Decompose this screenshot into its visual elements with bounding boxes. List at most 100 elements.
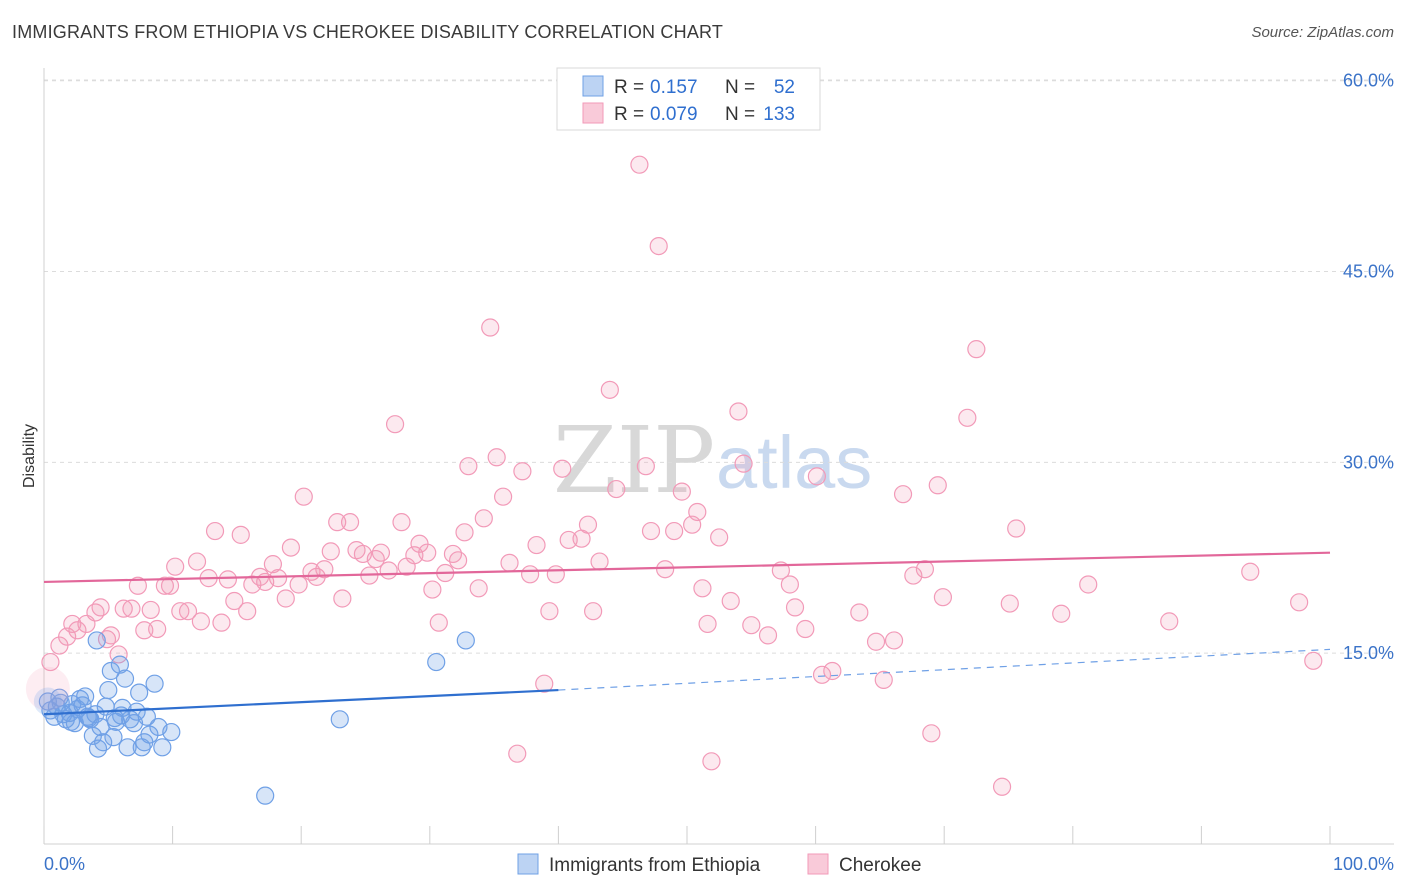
point-cherokee xyxy=(535,674,554,693)
chart-title: IMMIGRANTS FROM ETHIOPIA VS CHEROKEE DIS… xyxy=(12,22,724,42)
legend-swatch-cherokee xyxy=(582,102,604,124)
source-note: Source: ZipAtlas.com xyxy=(1251,24,1394,41)
point-cherokee xyxy=(1160,612,1179,631)
point-ethiopia xyxy=(153,738,172,757)
point-cherokee xyxy=(992,777,1012,796)
point-cherokee xyxy=(1007,519,1026,538)
trend-line-cherokee xyxy=(43,551,1331,584)
y-axis-label: Disability xyxy=(21,424,38,488)
point-cherokee xyxy=(630,155,649,174)
legend-n-label-1: N = xyxy=(725,77,755,98)
point-cherokee xyxy=(68,621,87,640)
x-tick-label-min: 0.0% xyxy=(44,854,85,874)
point-cherokee xyxy=(1000,594,1019,613)
point-cherokee xyxy=(459,457,478,476)
point-cherokee xyxy=(742,616,761,635)
point-cherokee xyxy=(721,591,740,611)
point-cherokee xyxy=(114,599,133,618)
point-cherokee xyxy=(448,551,468,570)
point-cherokee xyxy=(225,591,244,611)
point-cherokee xyxy=(178,602,198,621)
point-cherokee xyxy=(281,538,301,557)
y-tick-label: 30.0% xyxy=(1343,452,1394,472)
point-cherokee xyxy=(1241,562,1260,581)
point-cherokee xyxy=(128,576,147,595)
point-cherokee xyxy=(385,415,405,434)
point-cherokee xyxy=(91,598,110,617)
point-cherokee xyxy=(785,598,805,617)
point-cluster-ethiopia xyxy=(33,687,62,716)
point-cherokee xyxy=(500,553,519,572)
point-cherokee xyxy=(796,619,815,639)
legend-r-value-1: 0.157 xyxy=(650,77,698,98)
point-cherokee xyxy=(702,752,721,771)
point-ethiopia xyxy=(51,693,70,712)
point-cherokee xyxy=(212,613,231,632)
point-cherokee xyxy=(508,744,527,763)
y-tick-label: 15.0% xyxy=(1343,643,1394,663)
point-cherokee xyxy=(513,462,532,481)
series-legend-label-ethiopia: Immigrants from Ethiopia xyxy=(549,855,761,876)
point-cherokee xyxy=(915,560,935,579)
point-cluster-cherokee xyxy=(25,666,70,711)
point-ethiopia xyxy=(145,674,164,693)
point-cherokee xyxy=(41,652,60,672)
point-ethiopia xyxy=(137,707,156,726)
point-cherokee xyxy=(294,487,313,506)
point-cherokee xyxy=(893,485,913,504)
point-cherokee xyxy=(540,602,559,621)
point-cherokee xyxy=(481,318,500,337)
point-cherokee xyxy=(607,479,626,499)
point-ethiopia xyxy=(330,710,349,729)
point-cherokee xyxy=(527,535,546,555)
point-cherokee xyxy=(734,454,753,473)
point-ethiopia xyxy=(94,733,113,752)
point-cherokee xyxy=(494,487,513,506)
point-cherokee xyxy=(141,600,160,620)
point-ethiopia xyxy=(456,631,475,650)
point-cherokee xyxy=(922,724,941,743)
point-ethiopia xyxy=(162,722,181,742)
point-cherokee xyxy=(86,603,105,622)
series-legend-swatch-ethiopia xyxy=(517,853,539,875)
point-ethiopia xyxy=(104,728,123,747)
point-cherokee xyxy=(379,561,398,580)
point-cherokee xyxy=(958,408,977,427)
point-ethiopia xyxy=(427,652,446,672)
point-ethiopia xyxy=(110,655,129,674)
point-ethiopia xyxy=(118,738,137,757)
legend-swatch-ethiopia xyxy=(582,75,604,97)
point-cherokee xyxy=(171,602,190,621)
point-cherokee xyxy=(155,576,174,595)
point-ethiopia xyxy=(256,786,275,805)
point-ethiopia xyxy=(76,687,95,706)
point-cherokee xyxy=(101,626,120,645)
point-cherokee xyxy=(148,619,167,639)
point-cherokee xyxy=(967,340,986,359)
point-cherokee xyxy=(636,457,655,476)
point-cherokee xyxy=(656,560,675,579)
point-cherokee xyxy=(333,589,352,608)
point-ethiopia xyxy=(87,631,106,650)
point-ethiopia xyxy=(61,712,81,731)
point-cherokee xyxy=(729,402,748,421)
point-cherokee xyxy=(693,579,712,598)
point-cherokee xyxy=(371,543,391,562)
point-cherokee xyxy=(866,632,886,651)
point-cherokee xyxy=(268,569,288,588)
point-cherokee xyxy=(487,448,506,467)
point-cherokee xyxy=(469,579,488,598)
point-cherokee xyxy=(166,557,185,576)
point-cherokee xyxy=(665,521,684,541)
point-cherokee xyxy=(590,552,609,571)
point-cherokee xyxy=(578,515,598,534)
legend-n-value-1: 52 xyxy=(774,77,795,98)
point-cherokee xyxy=(187,552,207,571)
point-cherokee xyxy=(122,599,141,618)
point-cherokee xyxy=(933,588,953,607)
point-cherokee xyxy=(392,513,411,532)
point-cherokee xyxy=(812,665,832,684)
point-cherokee xyxy=(191,612,210,631)
point-cherokee xyxy=(423,580,442,599)
